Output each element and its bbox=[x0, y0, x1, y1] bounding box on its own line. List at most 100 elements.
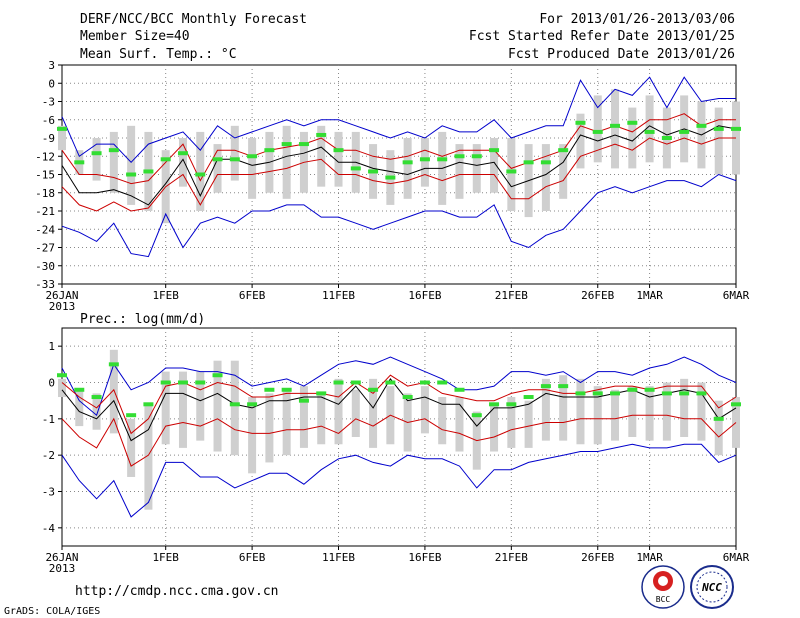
prec-range-bar bbox=[697, 382, 706, 441]
temp-observation-marker bbox=[126, 172, 137, 177]
grads-credit: GrADS: COLA/IGES bbox=[4, 606, 100, 617]
source-url: http://cmdp.ncc.cma.gov.cn bbox=[75, 584, 279, 599]
temp-xtick-label: 21FEB bbox=[495, 289, 528, 302]
prec-observation-marker bbox=[558, 384, 569, 389]
temp-observation-marker bbox=[195, 172, 206, 177]
prec-mean-line bbox=[61, 378, 737, 442]
prec-observation-marker bbox=[731, 402, 741, 407]
temp-observation-marker bbox=[419, 157, 430, 162]
temp-observation-marker bbox=[489, 148, 500, 153]
prec-ytick-label: -2 bbox=[42, 449, 55, 462]
temp-observation-marker bbox=[368, 169, 379, 174]
prec-range-bar bbox=[714, 400, 723, 456]
temp-range-bar bbox=[230, 125, 239, 181]
prec-observation-marker bbox=[437, 380, 448, 385]
prec-observation-marker bbox=[281, 387, 292, 392]
prec-range-bar bbox=[593, 386, 602, 445]
temp-observation-marker bbox=[731, 126, 741, 131]
prec-observation-marker bbox=[350, 380, 361, 385]
prec-observation-marker bbox=[402, 395, 413, 400]
temp-observation-marker bbox=[160, 157, 171, 162]
prec-range-bar bbox=[351, 389, 360, 437]
prec-year-label: 2013 bbox=[49, 562, 76, 575]
temp-ytick-label: -18 bbox=[35, 187, 55, 200]
temp-min-line bbox=[61, 173, 737, 258]
temp-ytick-label: -12 bbox=[35, 150, 55, 163]
precip-title: Prec.: log(mm/d) bbox=[80, 312, 205, 327]
temp-observation-marker bbox=[316, 132, 327, 137]
prec-range-bar bbox=[438, 397, 447, 445]
temp-ytick-label: -30 bbox=[35, 260, 55, 273]
temp-range-bar bbox=[248, 138, 257, 199]
prec-range-bar bbox=[369, 378, 378, 448]
produced-date-label: Fcst Produced Date 2013/01/26 bbox=[508, 47, 735, 62]
temp-observation-marker bbox=[696, 123, 707, 128]
ncc-logo: NCC bbox=[690, 565, 734, 609]
ncc-logo-label: NCC bbox=[701, 581, 722, 594]
prec-observation-marker bbox=[143, 402, 154, 407]
prec-observation-marker bbox=[575, 391, 586, 396]
temp-observation-marker bbox=[402, 160, 413, 165]
temp-observation-marker bbox=[627, 120, 638, 125]
temp-observation-marker bbox=[454, 154, 465, 159]
prec-range-bar bbox=[490, 404, 499, 452]
temp-range-bar bbox=[213, 144, 222, 193]
temp-ytick-label: 0 bbox=[48, 77, 55, 90]
temp-range-bar bbox=[645, 95, 654, 163]
prec-lower-spread-line bbox=[61, 414, 737, 467]
prec-observation-marker bbox=[126, 413, 137, 418]
prec-max-line bbox=[61, 356, 737, 417]
prec-observation-marker bbox=[610, 391, 621, 396]
prec-range-bar bbox=[248, 397, 257, 474]
temp-range-bar bbox=[196, 131, 205, 211]
temp-range-bar bbox=[576, 113, 585, 169]
temp-xtick-label: 26FEB bbox=[581, 289, 614, 302]
temp-observation-marker bbox=[575, 120, 586, 125]
temp-range-bar bbox=[420, 138, 429, 187]
prec-xtick-label: 6MAR bbox=[723, 551, 750, 564]
prec-observation-marker bbox=[108, 362, 119, 367]
temp-observation-marker bbox=[471, 154, 482, 159]
temp-observation-marker bbox=[74, 160, 85, 165]
temp-ytick-label: -27 bbox=[35, 242, 55, 255]
temp-range-bar bbox=[282, 125, 291, 199]
prec-range-bar bbox=[628, 386, 637, 437]
prec-observation-marker bbox=[627, 387, 638, 392]
prec-observation-marker bbox=[57, 373, 67, 378]
prec-observation-marker bbox=[264, 387, 275, 392]
prec-range-bar bbox=[611, 389, 620, 441]
prec-observation-marker bbox=[506, 402, 517, 407]
ncc-logo-ring bbox=[690, 565, 734, 609]
prec-range-bar bbox=[576, 378, 585, 445]
temp-range-bar bbox=[611, 89, 620, 169]
ncc-logo-inner-ring bbox=[696, 571, 728, 603]
prec-range-bar bbox=[541, 378, 550, 441]
temp-observation-marker bbox=[298, 142, 309, 147]
temp-range-bar bbox=[109, 131, 118, 193]
prec-observation-marker bbox=[523, 395, 534, 400]
temp-observation-marker bbox=[177, 151, 188, 156]
prec-ytick-label: -1 bbox=[42, 413, 55, 426]
precipitation-panel: 1 0 -1 -2 -3 -4 26JAN 1FEB 6FEB 11FEB 16FEB 21FEB 26… bbox=[42, 327, 750, 575]
prec-ytick-label: -3 bbox=[42, 486, 55, 499]
prec-xtick-label: 26FEB bbox=[581, 551, 614, 564]
temp-lower-spread-line bbox=[61, 137, 736, 212]
temp-range-bar bbox=[490, 138, 499, 193]
prec-range-bar bbox=[680, 378, 689, 437]
temp-range-bar bbox=[403, 138, 412, 199]
bcc-logo-ring bbox=[641, 565, 685, 609]
prec-range-bar bbox=[282, 389, 291, 456]
temp-range-bar bbox=[178, 138, 187, 187]
temp-observation-marker bbox=[713, 126, 724, 131]
temp-observation-marker bbox=[644, 129, 655, 134]
temp-range-bar bbox=[559, 144, 568, 199]
variable-label: Mean Surf. Temp.: °C bbox=[80, 47, 237, 62]
prec-range-bar bbox=[732, 397, 740, 448]
temp-mean-line bbox=[61, 125, 737, 206]
temp-range-bar bbox=[317, 125, 326, 187]
temp-ytick-label: -24 bbox=[35, 223, 55, 236]
prec-range-bar bbox=[144, 404, 153, 510]
prec-observation-marker bbox=[212, 373, 223, 378]
temp-year-label: 2013 bbox=[49, 300, 76, 313]
temp-observation-marker bbox=[91, 151, 102, 156]
